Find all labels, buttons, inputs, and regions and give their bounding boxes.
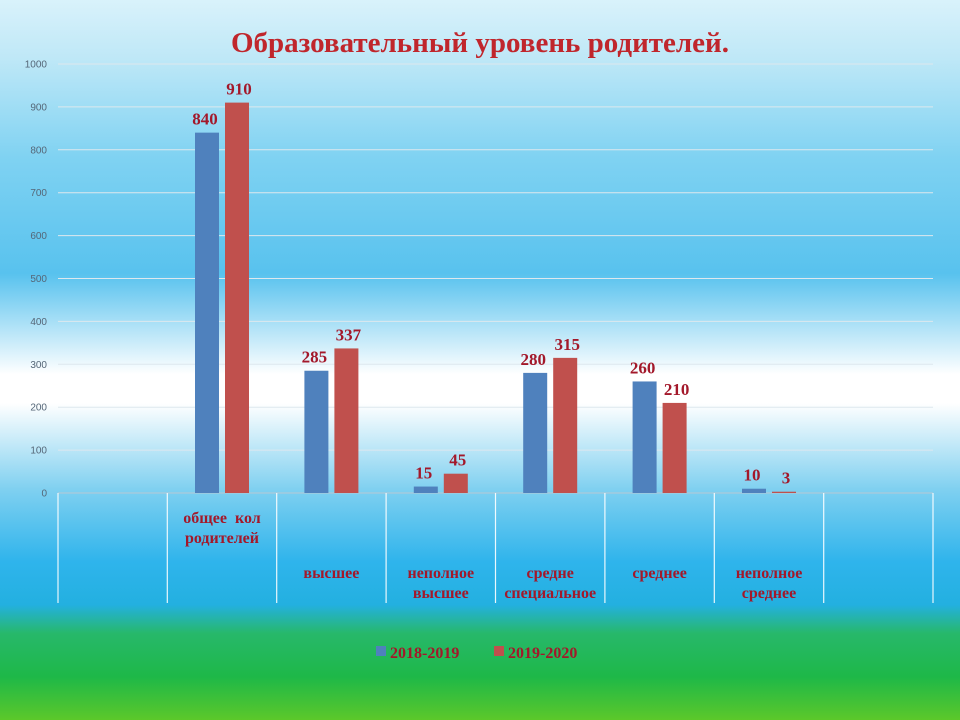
y-tick-label: 600 (30, 231, 47, 242)
category-label: специальное (504, 585, 596, 602)
y-tick-label: 700 (30, 188, 47, 199)
bar-2018-2019 (632, 381, 657, 493)
data-label: 285 (302, 348, 328, 367)
category-table (57, 493, 934, 603)
legend-swatch (494, 646, 504, 656)
data-label: 15 (415, 464, 432, 483)
data-label: 910 (226, 80, 252, 99)
category-label: высшее (303, 565, 359, 582)
category-label: родителей (185, 530, 259, 547)
bar-2018-2019 (413, 486, 438, 493)
bar-2019-2020 (334, 348, 359, 493)
data-label: 840 (192, 110, 218, 129)
category-labels: общее кол родителей высшее неполное высшее ср… (183, 510, 802, 602)
bar-2019-2020 (225, 102, 249, 494)
bar-2018-2019 (195, 132, 219, 493)
y-tick-label: 1000 (25, 60, 48, 71)
category-label: среднее (632, 565, 686, 582)
data-label: 337 (336, 325, 362, 344)
legend-label: 2018-2019 (390, 645, 459, 662)
chart-title: Образовательный уровень родителей. (231, 27, 729, 59)
y-tick-label: 500 (30, 274, 47, 285)
y-tick-label: 800 (30, 145, 47, 156)
y-tick-label: 400 (30, 317, 47, 328)
bar-2018-2019 (742, 488, 766, 493)
data-label: 3 (782, 469, 791, 488)
y-axis: 0 100 200 300 400 500 600 700 800 900 1000 (25, 60, 48, 500)
y-tick-label: 300 (30, 360, 47, 371)
data-labels: 840 285 15 280 260 10 910 337 45 315 210 3 (192, 80, 790, 488)
y-tick-label: 100 (30, 446, 47, 457)
data-label: 10 (744, 466, 761, 485)
data-label: 45 (449, 451, 466, 470)
category-label: неполное (407, 565, 474, 582)
bar-2018-2019 (304, 370, 329, 493)
bar-2019-2020 (553, 357, 578, 493)
data-label: 315 (554, 335, 580, 354)
category-label: средне (527, 565, 574, 582)
bar-2019-2020 (443, 473, 468, 493)
category-label: общее кол (183, 510, 261, 527)
y-tick-label: 900 (30, 102, 47, 113)
legend: 2018-2019 2019-2020 (376, 645, 577, 662)
legend-label: 2019-2020 (508, 645, 577, 662)
bar-2018-2019 (523, 372, 548, 493)
data-label: 210 (664, 380, 690, 399)
legend-swatch (376, 646, 386, 656)
data-label: 260 (630, 358, 656, 377)
bar-2019-2020 (772, 491, 796, 493)
gridlines (58, 63, 933, 494)
y-tick-label: 200 (30, 403, 47, 414)
category-label: высшее (413, 585, 469, 602)
bar-2019-2020 (662, 402, 687, 493)
data-label: 280 (520, 350, 546, 369)
y-tick-label: 0 (41, 489, 47, 500)
category-label: среднее (742, 585, 796, 602)
bars (195, 102, 796, 494)
category-label: неполное (736, 565, 803, 582)
